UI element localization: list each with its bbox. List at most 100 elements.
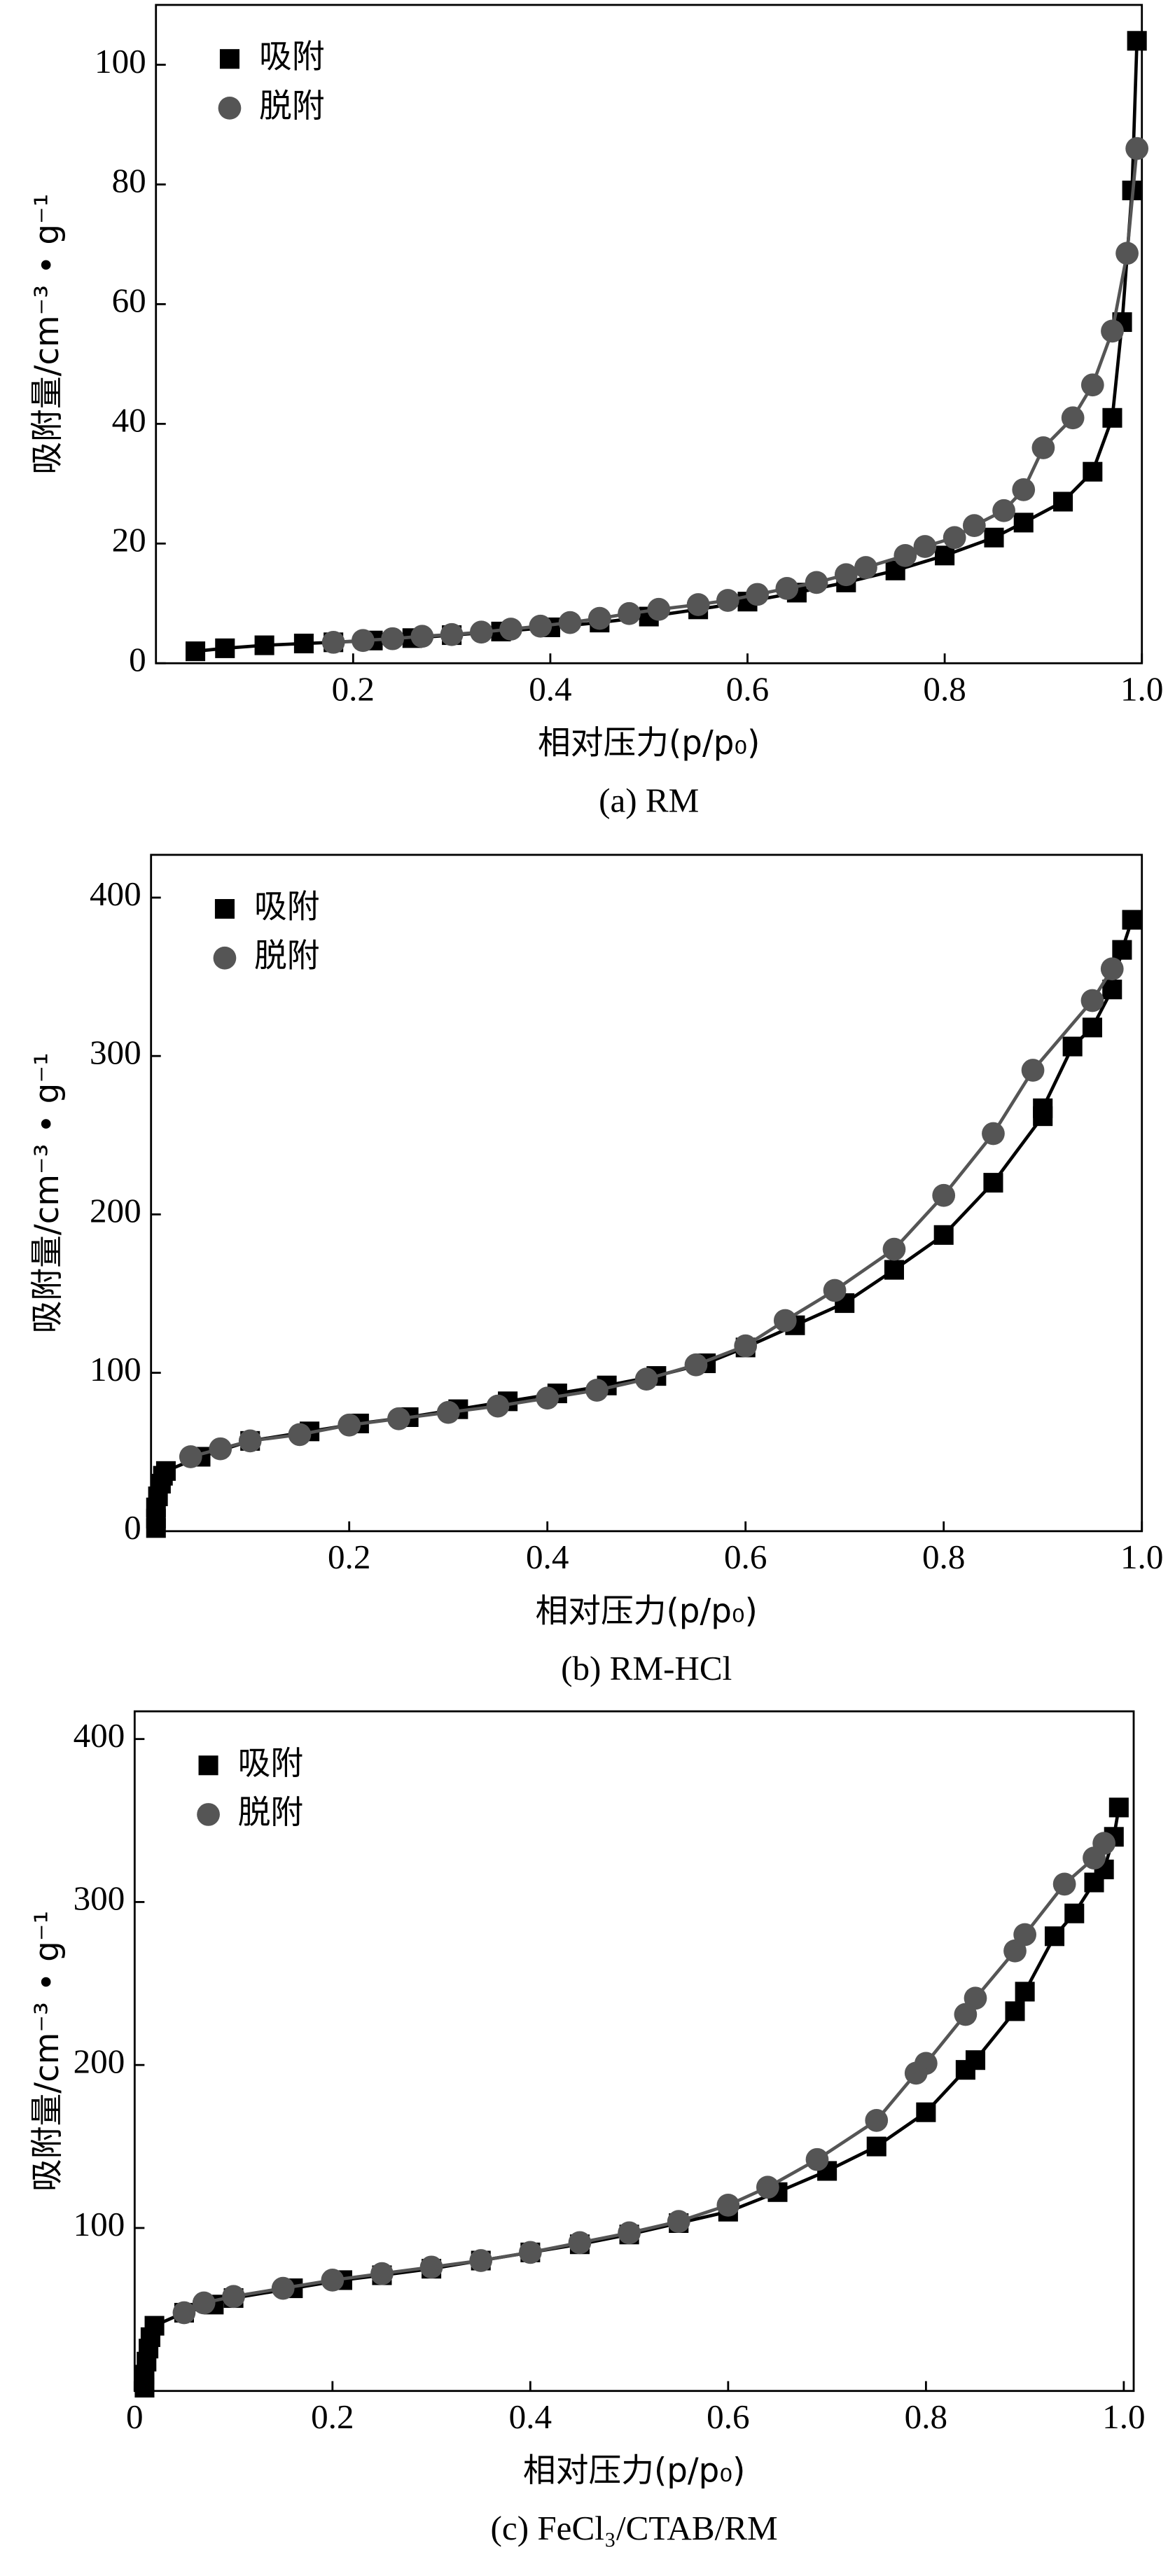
marker — [1015, 1982, 1035, 2002]
legend-marker — [218, 96, 242, 120]
legend-label: 吸附 — [254, 889, 320, 926]
plot-frame — [155, 4, 1143, 664]
marker — [1083, 461, 1103, 482]
x-tick-label: 0.2 — [332, 670, 375, 709]
marker — [943, 526, 966, 550]
marker — [983, 1173, 1003, 1193]
marker — [904, 2061, 928, 2085]
marker — [913, 535, 937, 558]
marker — [866, 2136, 887, 2157]
legend-marker — [198, 1755, 218, 1776]
marker — [667, 2210, 690, 2234]
x-tick-label: 1.0 — [1102, 2397, 1145, 2436]
marker — [321, 630, 345, 654]
y-tick-label: 80 — [112, 162, 146, 200]
marker — [536, 1386, 559, 1410]
marker — [1080, 989, 1104, 1012]
marker — [1112, 940, 1132, 960]
marker — [1100, 957, 1124, 981]
marker — [1102, 980, 1122, 1000]
x-tick-label: 0.6 — [707, 2397, 749, 2436]
legend-marker — [219, 49, 239, 69]
marker — [1127, 31, 1147, 51]
marker — [271, 2276, 295, 2300]
marker — [1082, 1017, 1102, 1038]
marker — [1122, 910, 1142, 930]
x-tick-label: 0 — [126, 2397, 144, 2436]
marker — [982, 1122, 1005, 1146]
marker — [499, 618, 522, 641]
marker — [756, 2175, 779, 2199]
marker — [172, 2301, 196, 2325]
marker — [1012, 478, 1036, 501]
marker — [419, 2255, 443, 2279]
marker — [1033, 1098, 1053, 1118]
y-tick-label: 0 — [124, 1508, 141, 1547]
x-tick-label: 0.8 — [905, 2397, 947, 2436]
marker — [209, 1437, 232, 1461]
marker — [1044, 1926, 1065, 1947]
marker — [932, 1183, 956, 1207]
marker — [805, 2147, 829, 2171]
marker — [1064, 1903, 1085, 1923]
marker — [238, 1429, 262, 1453]
marker — [518, 2241, 542, 2264]
marker — [352, 629, 375, 653]
marker — [387, 1407, 410, 1430]
caption: (b) RM-HCl — [561, 1649, 732, 1687]
marker — [1083, 1846, 1106, 1870]
legend-label: 脱附 — [238, 1794, 304, 1832]
legend-label: 脱附 — [259, 88, 325, 125]
marker — [935, 545, 955, 566]
marker — [155, 1461, 176, 1481]
x-axis-label: 相对压力(p/p₀) — [538, 725, 760, 763]
marker — [984, 527, 1004, 548]
plot-frame — [150, 854, 1143, 1533]
x-tick-label: 1.0 — [1120, 1538, 1163, 1576]
caption: (a) RM — [599, 781, 699, 820]
y-tick-label: 100 — [74, 2205, 125, 2243]
marker — [1080, 373, 1104, 397]
marker — [992, 499, 1015, 522]
marker — [186, 641, 206, 662]
marker — [410, 625, 434, 648]
marker — [1031, 436, 1055, 459]
y-tick-label: 60 — [112, 281, 146, 320]
marker — [585, 1379, 609, 1402]
marker — [192, 2291, 216, 2315]
marker — [933, 1225, 954, 1245]
x-axis-label: 相对压力(p/p₀) — [523, 2452, 745, 2490]
marker — [1101, 319, 1124, 343]
x-tick-label: 0.2 — [311, 2397, 354, 2436]
legend-label: 吸附 — [238, 1745, 304, 1783]
marker — [222, 2285, 245, 2309]
marker — [1062, 1036, 1083, 1057]
legend-label: 脱附 — [254, 938, 320, 975]
marker — [293, 633, 314, 654]
marker — [716, 2193, 740, 2217]
marker — [834, 563, 858, 587]
x-tick-label: 1.0 — [1120, 670, 1163, 709]
plot-frame — [133, 1710, 1135, 2393]
marker — [805, 571, 828, 594]
x-tick-label: 0.4 — [509, 2397, 552, 2436]
x-axis-label: 相对压力(p/p₀) — [535, 1592, 757, 1630]
marker — [370, 2262, 394, 2285]
marker — [823, 1279, 847, 1302]
marker — [854, 556, 877, 579]
marker — [1125, 137, 1149, 160]
y-axis-label: 吸附量/cm⁻³ • g⁻¹ — [29, 1911, 67, 2192]
marker — [558, 611, 582, 634]
y-tick-label: 400 — [90, 875, 141, 913]
x-tick-label: 0.6 — [724, 1538, 767, 1576]
y-tick-label: 0 — [129, 640, 146, 678]
marker — [965, 2050, 986, 2070]
series-line — [143, 1807, 1121, 2388]
y-tick-label: 100 — [90, 1350, 141, 1388]
marker — [1052, 1872, 1076, 1896]
marker — [1061, 406, 1085, 430]
y-tick-label: 200 — [74, 2042, 125, 2080]
marker — [1108, 1797, 1129, 1818]
marker — [436, 1400, 460, 1424]
